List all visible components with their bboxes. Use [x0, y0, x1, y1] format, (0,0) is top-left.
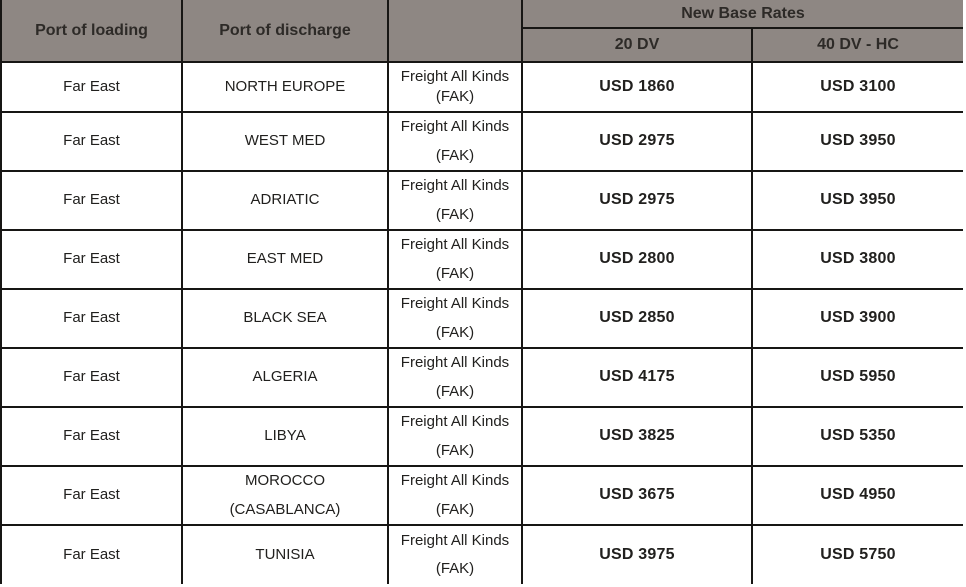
rate-20dv-cell: USD 3825	[521, 406, 753, 467]
rate-table-header: Port of loading Port of discharge New Ba…	[0, 0, 963, 63]
rate-20dv-cell: USD 2975	[521, 170, 753, 231]
header-port-of-discharge: Port of discharge	[181, 0, 389, 63]
header-blank-cell	[387, 0, 523, 63]
rate-type-cell: Freight All Kinds (FAK)	[387, 170, 523, 231]
rate-table-body: Far East NORTH EUROPE Freight All Kinds (F…	[0, 61, 963, 584]
header-new-base-rates: New Base Rates	[521, 0, 963, 29]
discharge-cell: ADRIATIC	[181, 170, 389, 231]
header-row-sub: 20 DV 40 DV - HC	[1, 27, 963, 63]
discharge-cell: EAST MED	[181, 229, 389, 290]
table-row: Far East BLACK SEA Freight All Kinds (FAK)…	[0, 288, 963, 349]
loading-cell: Far East	[0, 229, 183, 290]
rate-40dv-cell: USD 3800	[751, 229, 963, 290]
rate-40dv-cell: USD 4950	[751, 465, 963, 526]
rate-20dv-cell: USD 2800	[521, 229, 753, 290]
rate-20dv-cell: USD 1860	[521, 61, 753, 113]
rate-type-cell: Freight All Kinds (FAK)	[387, 288, 523, 349]
table-row: Far East NORTH EUROPE Freight All Kinds (F…	[0, 61, 963, 113]
discharge-cell: WEST MED	[181, 111, 389, 172]
rate-40dv-cell: USD 5350	[751, 406, 963, 467]
discharge-cell: MOROCCO (CASABLANCA)	[181, 465, 389, 526]
rate-40dv-cell: USD 3900	[751, 288, 963, 349]
rate-type-cell: Freight All Kinds (FAK)	[387, 406, 523, 467]
discharge-cell: LIBYA	[181, 406, 389, 467]
header-row-top: Port of loading Port of discharge New Ba…	[0, 0, 963, 63]
rate-20dv-cell: USD 4175	[521, 347, 753, 408]
table-row: Far East ADRIATIC Freight All Kinds (FAK) U…	[0, 170, 963, 231]
rate-type-cell: Freight All Kinds (FAK)	[387, 347, 523, 408]
loading-cell: Far East	[0, 524, 183, 584]
header-20dv: 20 DV	[521, 27, 753, 63]
rate-40dv-cell: USD 3950	[751, 111, 963, 172]
rate-type-cell: Freight All Kinds (FAK)	[387, 61, 523, 113]
discharge-cell: TUNISIA	[181, 524, 389, 584]
table-row: Far East MOROCCO (CASABLANCA) Freight All …	[0, 465, 963, 526]
rate-20dv-cell: USD 2975	[521, 111, 753, 172]
header-port-of-loading: Port of loading	[0, 0, 183, 63]
loading-cell: Far East	[0, 347, 183, 408]
table-row: Far East TUNISIA Freight All Kinds (FAK) US…	[0, 524, 963, 584]
rate-40dv-cell: USD 3100	[751, 61, 963, 113]
rate-40dv-cell: USD 5750	[751, 524, 963, 584]
rate-type-cell: Freight All Kinds (FAK)	[387, 229, 523, 290]
table-row: Far East EAST MED Freight All Kinds (FAK) U…	[0, 229, 963, 290]
loading-cell: Far East	[0, 406, 183, 467]
rate-type-cell: Freight All Kinds (FAK)	[387, 465, 523, 526]
table-row: Far East WEST MED Freight All Kinds (FAK) U…	[0, 111, 963, 172]
rate-20dv-cell: USD 3675	[521, 465, 753, 526]
table-row: Far East LIBYA Freight All Kinds (FAK) USD …	[0, 406, 963, 467]
loading-cell: Far East	[0, 61, 183, 113]
rate-20dv-cell: USD 3975	[521, 524, 753, 584]
rate-type-cell: Freight All Kinds (FAK)	[387, 111, 523, 172]
loading-cell: Far East	[0, 465, 183, 526]
rate-40dv-cell: USD 5950	[751, 347, 963, 408]
loading-cell: Far East	[0, 111, 183, 172]
rate-40dv-cell: USD 3950	[751, 170, 963, 231]
discharge-cell: ALGERIA	[181, 347, 389, 408]
header-40dv-hc: 40 DV - HC	[751, 27, 963, 63]
rate-20dv-cell: USD 2850	[521, 288, 753, 349]
discharge-cell: BLACK SEA	[181, 288, 389, 349]
rate-type-cell: Freight All Kinds (FAK)	[387, 524, 523, 584]
table-row: Far East ALGERIA Freight All Kinds (FAK) US…	[0, 347, 963, 408]
loading-cell: Far East	[0, 170, 183, 231]
discharge-cell: NORTH EUROPE	[181, 61, 389, 113]
loading-cell: Far East	[0, 288, 183, 349]
